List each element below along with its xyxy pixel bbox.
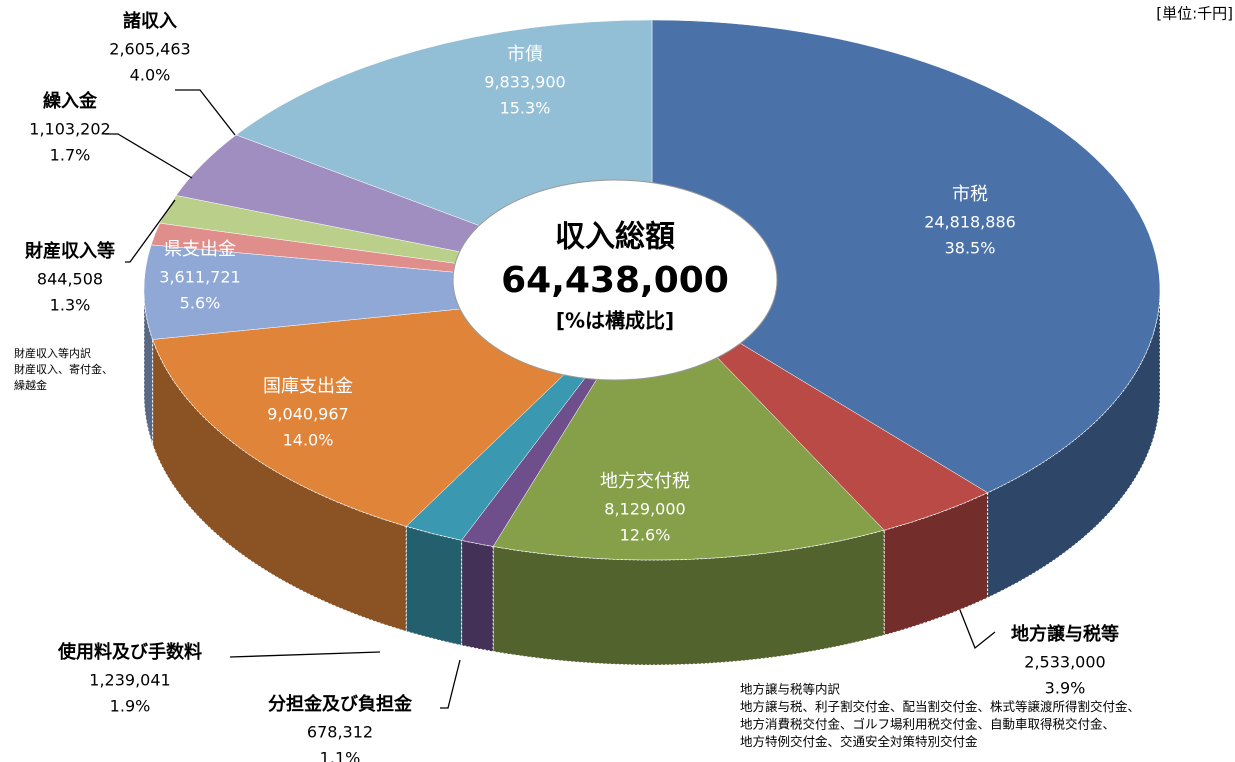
slice (651, 19, 1161, 493)
note-line: 地方消費税交付金、ゴルフ場利用税交付金、自動車取得税交付金、 (740, 717, 1115, 732)
slice-name: 市税 (952, 184, 988, 205)
slice-name: 財産収入等 (25, 240, 115, 262)
slice-value: 2,533,000 (1024, 653, 1105, 672)
slice-name: 県支出金 (164, 239, 236, 260)
slice-side (461, 539, 494, 653)
slice-value: 2,605,463 (109, 40, 190, 59)
slice-value: 9,040,967 (267, 405, 348, 424)
note-line: 繰越金 (14, 378, 47, 392)
slice-percent: 3.9% (1045, 679, 1086, 698)
slice-value: 844,508 (37, 270, 103, 289)
slice-side (883, 491, 989, 636)
slice-percent: 1.7% (50, 146, 91, 165)
slice (492, 289, 885, 561)
slice-name: 分担金及び負担金 (268, 693, 413, 715)
note-line: 地方譲与税、利子割交付金、配当割交付金、株式等譲渡所得割交付金、 (740, 699, 1140, 714)
center-title: 収入総額 (555, 220, 675, 255)
slice-value: 8,129,000 (604, 500, 685, 519)
slice-percent: 5.6% (180, 294, 221, 313)
slice-name: 地方譲与税等 (1011, 623, 1119, 645)
slice-name: 国庫支出金 (263, 376, 353, 397)
slice-name: 市債 (507, 44, 543, 65)
leader-line (959, 609, 996, 650)
unit-note: [単位:千円] (1156, 5, 1233, 23)
slice-percent: 1.1% (320, 749, 361, 762)
center-ellipse (452, 179, 778, 381)
slice-name: 繰入金 (43, 90, 98, 112)
slice-side (152, 339, 407, 632)
note-line: 地方譲与税等内訳 (740, 682, 841, 697)
leader-line (440, 659, 461, 709)
slice-value: 9,833,900 (484, 73, 565, 92)
center-total: 64,438,000 (501, 260, 729, 301)
slice-percent: 12.6% (620, 526, 671, 545)
leader-line (175, 89, 236, 136)
note-line: 地方特例交付金、交通安全対策特別交付金 (740, 734, 978, 749)
slice-name: 地方交付税 (600, 471, 690, 492)
slice-name: 諸収入 (123, 10, 177, 32)
leader-line (229, 651, 381, 658)
center-note: [%は構成比] (556, 309, 674, 333)
note-line: 財産収入、寄付金、 (14, 362, 113, 376)
slice-name: 使用料及び手数料 (57, 641, 202, 663)
slice-value: 24,818,886 (924, 213, 1016, 232)
slice-value: 3,611,721 (159, 268, 240, 287)
slice-percent: 1.3% (50, 296, 91, 315)
leader-line (105, 133, 193, 179)
slice-value: 1,103,202 (29, 120, 110, 139)
slice-percent: 1.9% (110, 697, 151, 716)
slice (143, 244, 653, 340)
slice-percent: 38.5% (945, 239, 996, 258)
leader-line (125, 199, 176, 263)
slice-percent: 14.0% (283, 431, 334, 450)
slice-value: 1,239,041 (89, 671, 170, 690)
note-line: 財産収入等内訳 (14, 346, 91, 360)
slice-value: 678,312 (307, 723, 373, 742)
slice-percent: 15.3% (500, 99, 551, 118)
slice-percent: 4.0% (130, 66, 171, 85)
slice-side (405, 525, 463, 646)
